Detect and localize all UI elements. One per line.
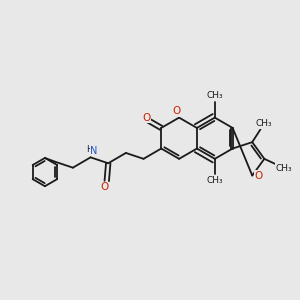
Text: N: N (90, 146, 98, 156)
Text: CH₃: CH₃ (256, 119, 272, 128)
Text: O: O (142, 113, 151, 123)
Text: O: O (100, 182, 109, 192)
Text: H: H (86, 146, 92, 154)
Text: CH₃: CH₃ (276, 164, 292, 172)
Text: O: O (172, 106, 181, 116)
Text: CH₃: CH₃ (206, 91, 223, 100)
Text: CH₃: CH₃ (206, 176, 223, 185)
Text: O: O (255, 170, 263, 181)
